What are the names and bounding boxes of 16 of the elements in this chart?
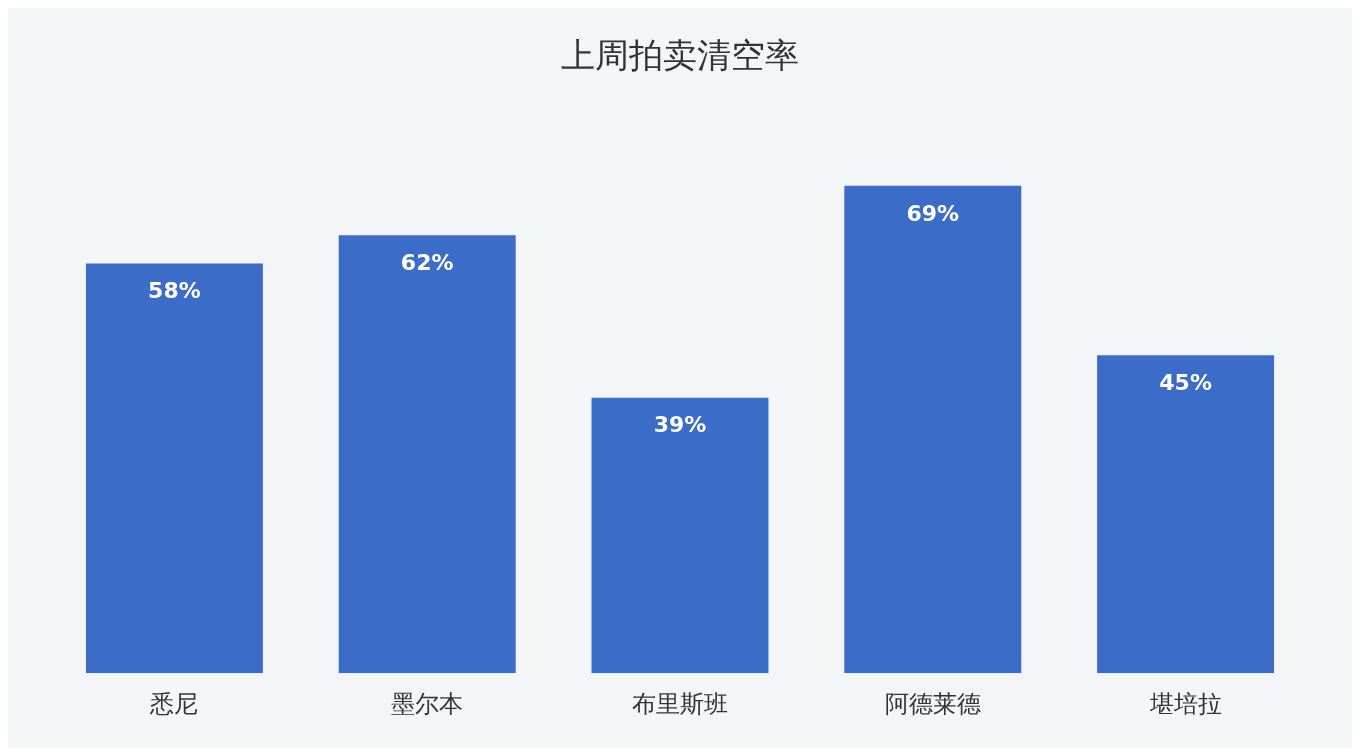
data-label: 62% xyxy=(400,250,454,276)
data-label: 39% xyxy=(653,412,707,438)
x-tick-label: 堪培拉 xyxy=(1148,689,1222,718)
bar xyxy=(591,397,769,674)
x-tick-label: 墨尔本 xyxy=(391,689,464,718)
x-tick-label: 悉尼 xyxy=(149,689,199,718)
bar xyxy=(1097,355,1275,674)
bar xyxy=(85,263,263,674)
data-label: 69% xyxy=(906,200,960,226)
bar xyxy=(844,185,1022,674)
data-label: 58% xyxy=(148,278,201,304)
x-tick-label: 阿德莱德 xyxy=(884,689,981,718)
bar xyxy=(338,235,516,674)
data-label: 45% xyxy=(1159,370,1212,396)
x-tick-label: 布里斯班 xyxy=(632,689,728,718)
chart-title: 上周拍卖清空率 xyxy=(561,35,799,76)
